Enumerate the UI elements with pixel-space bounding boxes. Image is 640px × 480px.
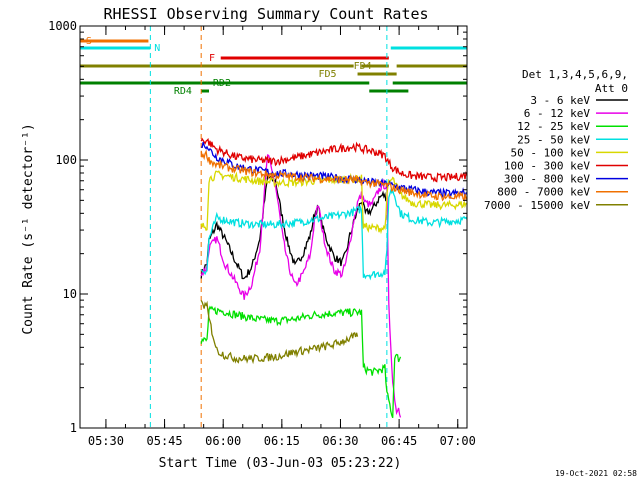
legend-header-1: Det 1,3,4,5,6,9, [522,68,628,81]
series-line-50-100-kev [200,170,468,235]
data-series [200,137,468,419]
series-line-25-50-kev [200,187,468,281]
x-tick-label-07-00: 07:00 [440,434,476,448]
y-tick-label-1: 1 [70,421,77,435]
legend-header-2: Att 0 [595,82,628,95]
legend-label-100-300-kev: 100 - 300 keV [504,160,590,173]
chart-title: RHESSI Observing Summary Count Rates [103,5,428,23]
flag-label-rd2: RD2 [213,78,231,89]
y-axis-label: Count Rate (s⁻¹ detector⁻¹) [21,123,36,334]
y-tick-label-10: 10 [63,287,77,301]
series-line-12-25-kev [200,305,402,419]
plot-frame [79,25,468,429]
legend-label-7000-15000-kev: 7000 - 15000 keV [484,199,590,212]
x-tick-label-06-15: 06:15 [264,434,300,448]
x-tick-label-05-30: 05:30 [88,434,124,448]
x-tick-label-06-00: 06:00 [205,434,241,448]
flag-label-f: F [209,53,215,64]
timestamp-footer: 19-Oct-2021 02:58 [555,469,637,478]
flag-label-fd4: FD4 [354,61,372,72]
legend-label-800-7000-kev: 800 - 7000 keV [497,186,590,199]
x-tick-label-06-45: 06:45 [381,434,417,448]
x-tick-label-05-45: 05:45 [147,434,183,448]
legend-label-6-12-kev: 6 - 12 keV [524,107,591,120]
legend-label-300-800-kev: 300 - 800 keV [504,173,590,186]
flag-label-fd5: FD5 [318,69,336,80]
flag-label-s: S [86,36,92,47]
series-line-3-6-kev [200,173,388,280]
series-line-100-300-kev [200,137,468,183]
legend-label-25-50-kev: 25 - 50 keV [517,133,590,146]
x-axis-label: Start Time (03-Jun-03 05:23:22) [159,456,402,471]
legend-label-50-100-kev: 50 - 100 keV [511,146,591,159]
plot-axes: 1 10 100 1000 05:30 05:45 06:00 06:15 06:30 06:45… [48,19,476,448]
legend-label-12-25-kev: 12 - 25 keV [517,120,590,133]
instrument-flags: S N F FD4 FD5 RD2 RD4 [80,36,467,97]
flag-label-n: N [154,43,160,54]
y-tick-label-1000: 1000 [48,19,77,33]
series-line-800-7000-kev [200,149,468,202]
legend-label-3-6-kev: 3 - 6 keV [530,94,590,107]
flag-label-rd4: RD4 [174,86,192,97]
series-line-6-12-kev [200,154,402,418]
y-tick-label-100: 100 [55,153,77,167]
x-tick-label-06-30: 06:30 [322,434,358,448]
series-line-7000-15000-kev [200,300,359,365]
